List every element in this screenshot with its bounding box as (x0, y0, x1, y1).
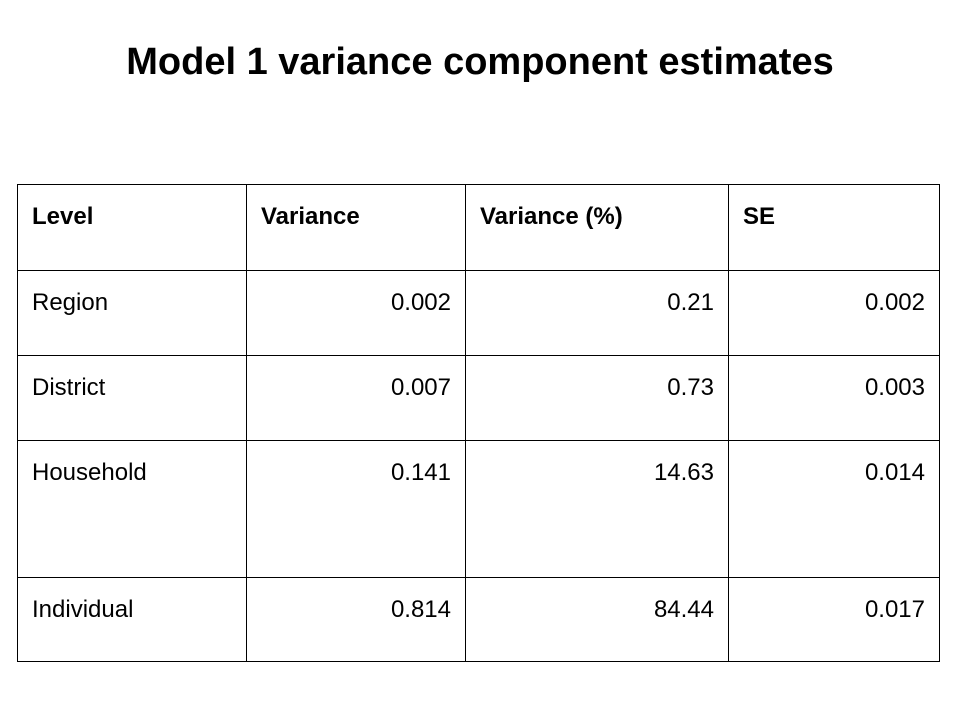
column-header-variance-percent: Variance (%) (465, 184, 729, 271)
variance-components-table: Level Variance Variance (%) SE Region 0.… (17, 184, 940, 662)
table-header-row: Level Variance Variance (%) SE (17, 184, 940, 271)
column-header-level: Level (17, 184, 247, 271)
cell-level: Individual (17, 577, 247, 662)
table-row: Household 0.141 14.63 0.014 (17, 440, 940, 578)
column-header-variance: Variance (246, 184, 466, 271)
column-header-se: SE (728, 184, 940, 271)
table-row: Region 0.002 0.21 0.002 (17, 270, 940, 356)
page-title: Model 1 variance component estimates (126, 41, 834, 83)
cell-se: 0.002 (728, 270, 940, 356)
cell-variance-percent: 0.21 (465, 270, 729, 356)
cell-level: Region (17, 270, 247, 356)
cell-se: 0.017 (728, 577, 940, 662)
cell-variance: 0.141 (246, 440, 466, 578)
table-row: District 0.007 0.73 0.003 (17, 355, 940, 441)
cell-level: Household (17, 440, 247, 578)
cell-se: 0.003 (728, 355, 940, 441)
cell-variance-percent: 0.73 (465, 355, 729, 441)
cell-variance: 0.814 (246, 577, 466, 662)
cell-variance: 0.002 (246, 270, 466, 356)
cell-level: District (17, 355, 247, 441)
cell-se: 0.014 (728, 440, 940, 578)
table-row: Individual 0.814 84.44 0.017 (17, 577, 940, 662)
cell-variance: 0.007 (246, 355, 466, 441)
cell-variance-percent: 14.63 (465, 440, 729, 578)
cell-variance-percent: 84.44 (465, 577, 729, 662)
